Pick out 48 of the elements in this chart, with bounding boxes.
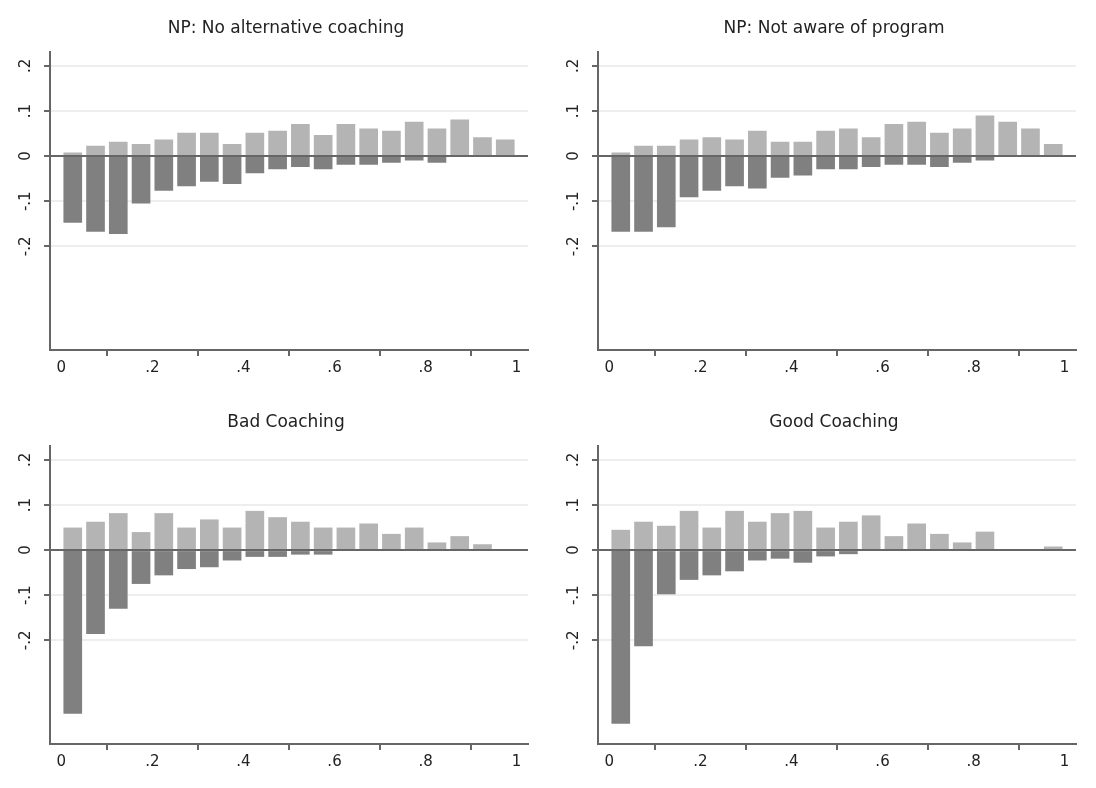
y-tick-label: -.1 [16, 585, 35, 606]
x-tick-label: .6 [327, 751, 342, 770]
x-tick-label: 0 [604, 357, 615, 376]
x-tick-label: .2 [693, 357, 708, 376]
x-tick-label: .2 [145, 357, 160, 376]
y-tick-label: 0 [16, 545, 35, 555]
y-tick-label: -.1 [564, 191, 583, 212]
x-tick-label: .8 [966, 751, 981, 770]
x-tick-label: 1 [511, 751, 522, 770]
y-tick-label: .2 [16, 452, 35, 468]
y-tick-label: -.2 [16, 236, 35, 257]
chart-title: NP: No alternative coaching [167, 16, 405, 37]
y-tick-label: -.1 [16, 191, 35, 212]
x-tick-label: .8 [966, 357, 981, 376]
x-tick-label: 1 [1059, 751, 1070, 770]
x-tick-label: .8 [418, 357, 433, 376]
x-tick-label: .2 [145, 751, 160, 770]
x-tick-label: .4 [784, 357, 799, 376]
x-tick-label: .6 [327, 357, 342, 376]
x-tick-label: .4 [236, 357, 251, 376]
x-tick-label: .4 [784, 751, 799, 770]
x-tick-label: 0 [604, 751, 615, 770]
x-tick-label: 0 [56, 751, 67, 770]
x-tick-label: 1 [1059, 357, 1070, 376]
y-tick-label: 0 [564, 545, 583, 555]
y-tick-label: .1 [16, 103, 35, 119]
x-tick-label: .6 [875, 751, 890, 770]
x-tick-label: .8 [418, 751, 433, 770]
y-tick-label: 0 [564, 151, 583, 161]
x-tick-label: 1 [511, 357, 522, 376]
y-tick-label: .2 [16, 58, 35, 74]
x-tick-label: .2 [693, 751, 708, 770]
x-tick-label: .4 [236, 751, 251, 770]
y-tick-label: .2 [564, 58, 583, 74]
y-tick-label: .2 [564, 452, 583, 468]
chart-title: NP: Not aware of program [723, 16, 945, 37]
y-tick-label: .1 [564, 497, 583, 513]
y-tick-label: -.2 [564, 236, 583, 257]
y-tick-label: -.2 [16, 630, 35, 651]
y-tick-label: -.2 [564, 630, 583, 651]
chart-title: Good Coaching [769, 410, 899, 431]
x-tick-label: .6 [875, 357, 890, 376]
y-tick-label: -.1 [564, 585, 583, 606]
y-tick-label: .1 [16, 497, 35, 513]
chart-title: Bad Coaching [227, 410, 345, 431]
x-tick-label: 0 [56, 357, 67, 376]
y-tick-label: .1 [564, 103, 583, 119]
y-tick-label: 0 [16, 151, 35, 161]
